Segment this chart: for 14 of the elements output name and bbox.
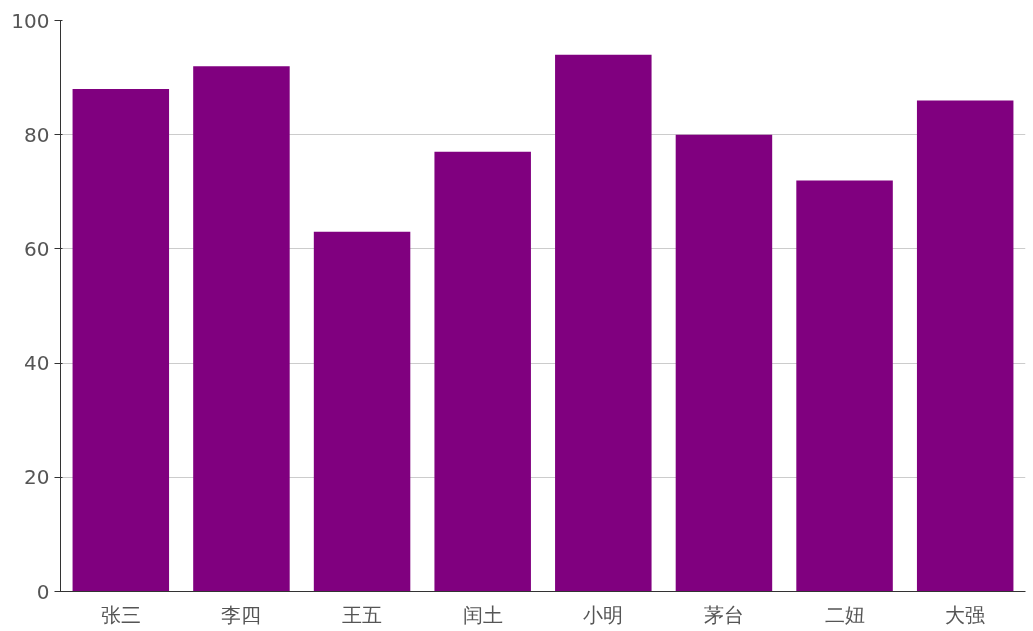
y-tick-label: 0 — [36, 579, 50, 604]
y-tick-label: 20 — [24, 465, 50, 490]
x-tick-label: 闰土 — [462, 602, 503, 627]
y-tick-label: 100 — [11, 8, 50, 33]
y-tick-label: 60 — [24, 236, 50, 261]
x-tick-label: 茅台 — [703, 602, 744, 627]
x-tick-label: 大强 — [945, 602, 986, 627]
x-tick-label: 王五 — [342, 602, 383, 627]
x-tick-label: 二妞 — [824, 602, 865, 627]
y-tick-label: 40 — [24, 351, 50, 376]
x-tick-label: 张三 — [100, 602, 141, 627]
x-tick-label: 李四 — [221, 602, 262, 627]
x-tick-label: 小明 — [583, 602, 624, 627]
y-tick-label: 80 — [24, 122, 50, 147]
